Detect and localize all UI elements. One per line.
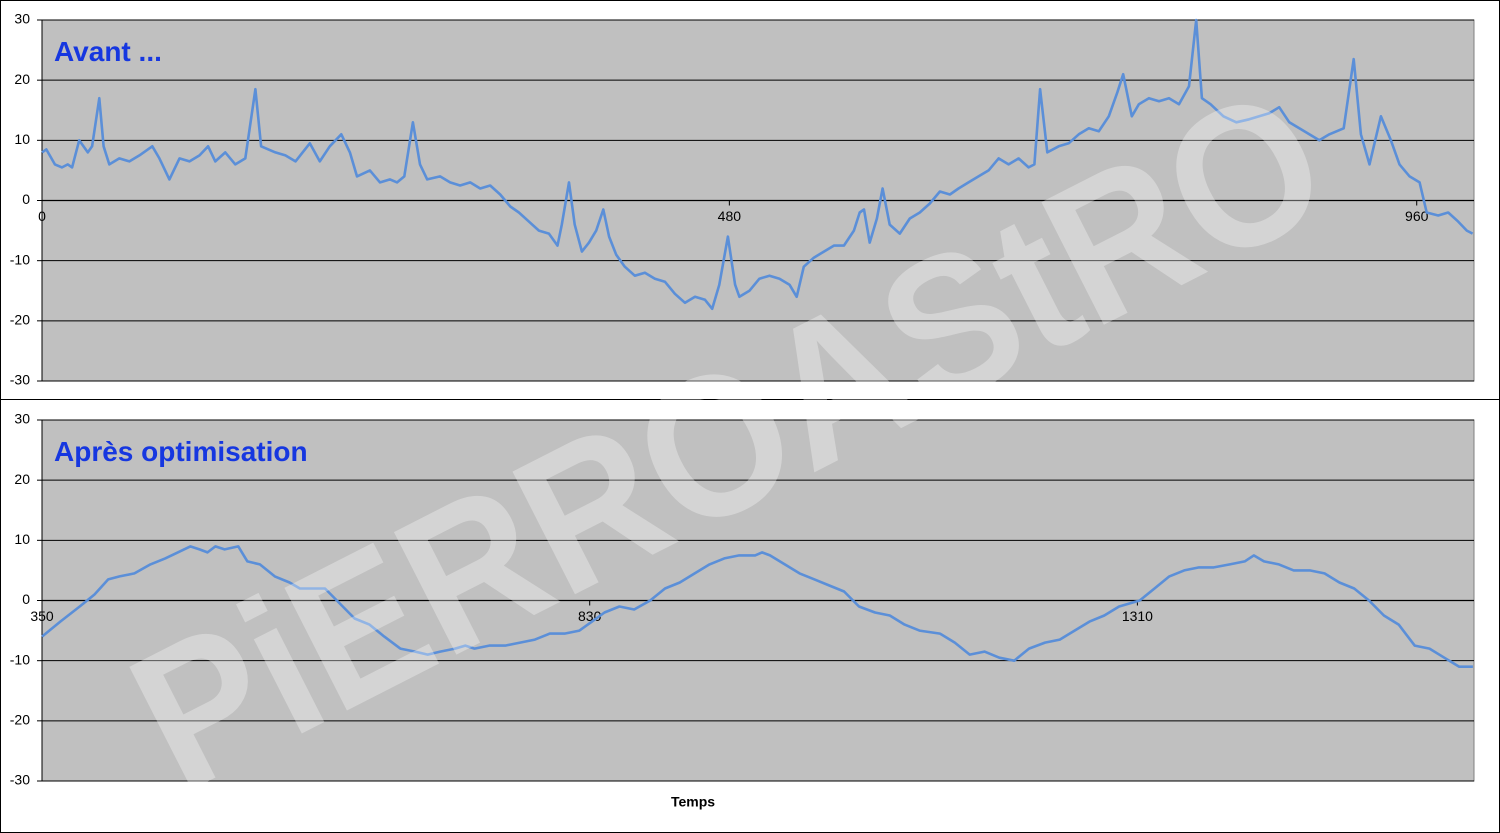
panel-title: Avant ... [54, 36, 162, 67]
y-tick-label: 20 [14, 71, 30, 87]
y-tick-label: -20 [10, 312, 30, 328]
y-tick-label: -30 [10, 372, 30, 388]
y-tick-label: -20 [10, 712, 30, 728]
x-tick-label: 0 [38, 208, 46, 224]
y-tick-label: 10 [14, 531, 30, 547]
y-tick-label: 0 [22, 591, 30, 607]
x-tick-label: 960 [1405, 208, 1429, 224]
x-tick-label: 480 [718, 208, 742, 224]
x-axis-label: Temps [671, 794, 715, 810]
y-tick-label: 30 [14, 11, 30, 27]
y-tick-label: 20 [14, 471, 30, 487]
data-line [41, 18, 1474, 311]
x-tick-label: 350 [30, 608, 54, 624]
data-line [41, 545, 1473, 668]
x-tick-label: 1310 [1122, 608, 1153, 624]
y-tick-label: -10 [10, 251, 30, 267]
y-tick-label: 30 [14, 411, 30, 427]
y-tick-label: 10 [14, 131, 30, 147]
y-tick-label: -10 [10, 651, 30, 667]
panel-title: Après optimisation [54, 436, 308, 467]
y-tick-label: 0 [22, 191, 30, 207]
y-tick-label: -30 [10, 772, 30, 788]
